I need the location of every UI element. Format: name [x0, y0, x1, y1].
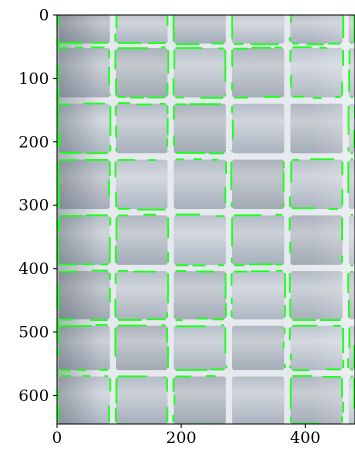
y-tick-label: 100 [18, 69, 49, 88]
x-tick-label: 200 [166, 428, 197, 447]
tile-photo [57, 15, 355, 424]
y-tick-label: 0 [39, 6, 49, 25]
x-tick-label: 0 [52, 428, 62, 447]
detected-edge-overlay [57, 15, 355, 424]
plot-frame [56, 14, 355, 425]
y-tick-label: 500 [18, 323, 49, 342]
lighting-shade [57, 15, 355, 424]
y-tick-label: 200 [18, 132, 49, 151]
y-tick-label: 400 [18, 259, 49, 278]
x-axis: 0 200 400 [52, 424, 321, 447]
y-tick-label: 300 [18, 196, 49, 215]
x-tick-label: 400 [290, 428, 321, 447]
y-tick-label: 600 [18, 386, 49, 405]
y-axis: 0 100 200 300 400 500 600 [18, 6, 57, 405]
